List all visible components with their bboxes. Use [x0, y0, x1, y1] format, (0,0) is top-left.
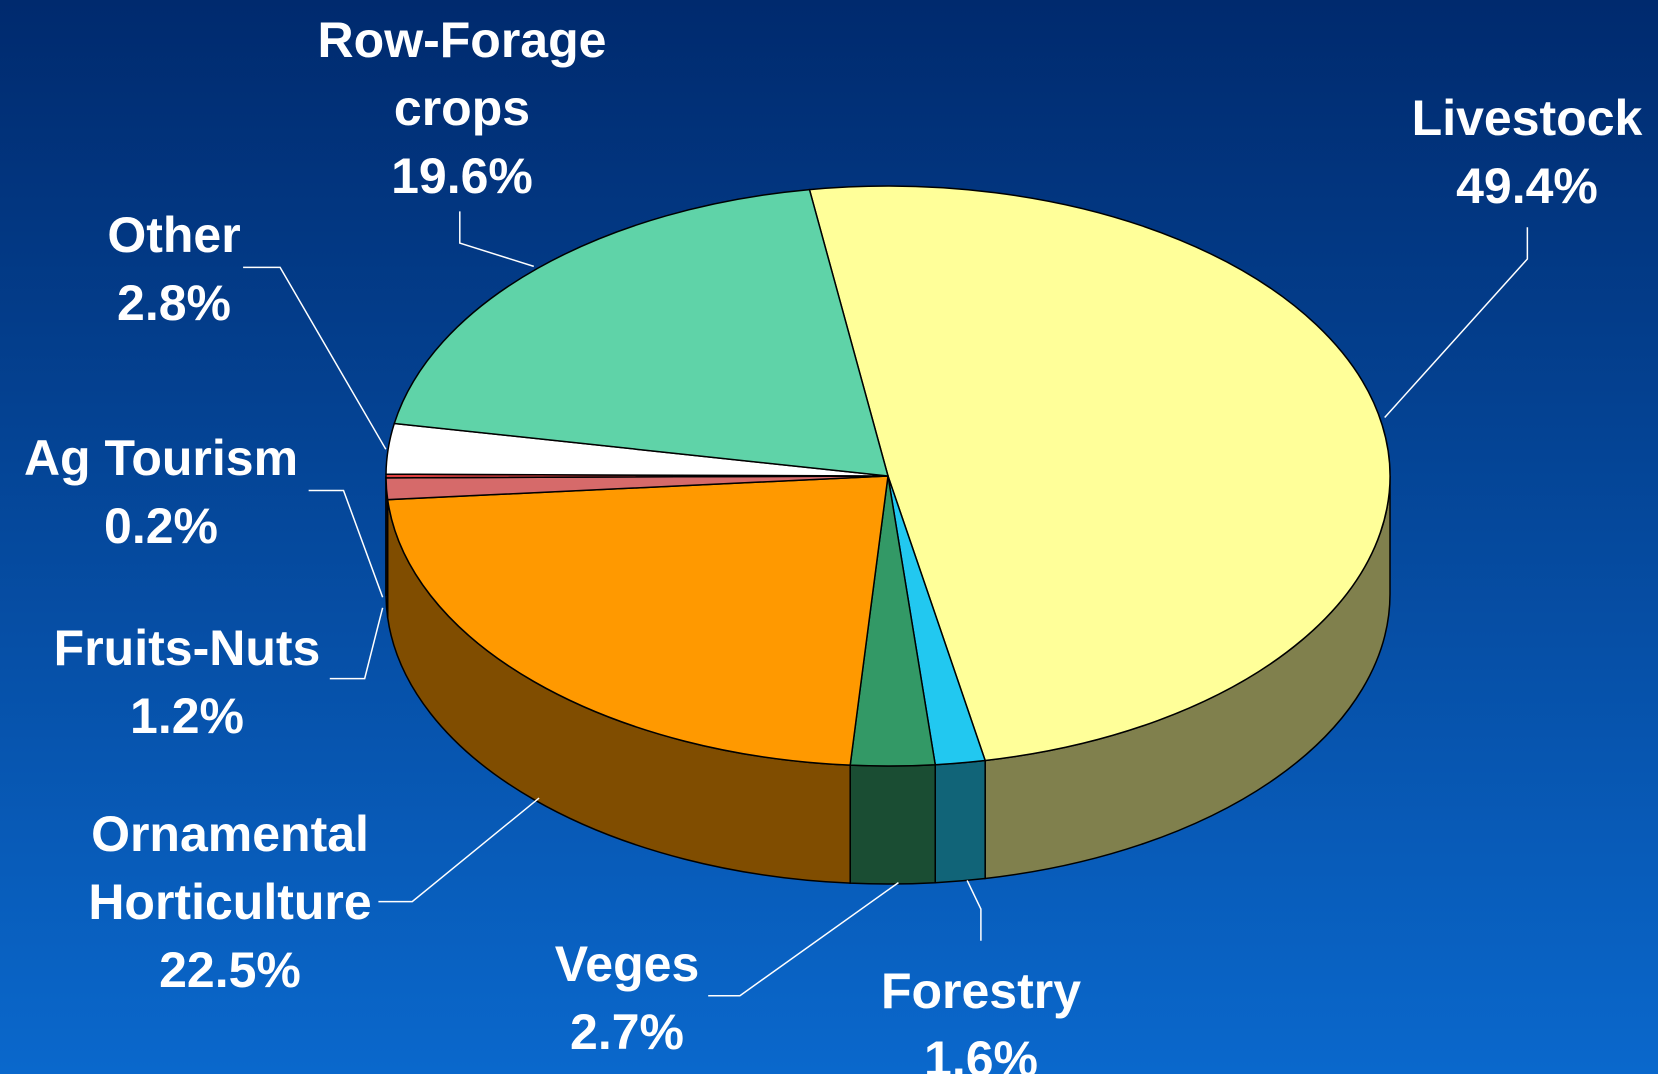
leader-line — [708, 881, 899, 997]
slice-side — [934, 759, 986, 884]
slice-label: Fruits-Nuts 1.2% — [0, 614, 377, 750]
percent-label: 19.6% — [391, 148, 533, 204]
category-name: Other — [107, 207, 241, 263]
slice-label: Other 2.8% — [24, 201, 324, 337]
percent-label: 22.5% — [159, 942, 301, 998]
percent-label: 2.7% — [570, 1004, 684, 1060]
percent-label: 2.8% — [117, 275, 231, 331]
leader-line — [329, 607, 384, 680]
percent-label: 1.6% — [924, 1031, 1038, 1074]
leader-line — [1384, 227, 1529, 419]
leader-line — [966, 880, 982, 941]
category-name: Veges — [554, 936, 700, 992]
slice-label: Row-Forage crops 19.6% — [297, 6, 627, 210]
slice-label: Ag Tourism 0.2% — [0, 424, 351, 560]
slice-label: Ornamental Horticulture 22.5% — [40, 800, 420, 1004]
category-name: Ornamental Horticulture — [88, 806, 372, 930]
percent-label: 0.2% — [104, 498, 218, 554]
percent-label: 49.4% — [1456, 158, 1598, 214]
leader-line — [243, 266, 387, 450]
percent-label: 1.2% — [130, 688, 244, 744]
category-name: Ag Tourism — [23, 430, 299, 486]
slice-side — [849, 763, 936, 885]
category-name: Fruits-Nuts — [53, 620, 321, 676]
pie-slice — [393, 188, 890, 477]
slice-label: Veges 2.7% — [477, 930, 777, 1066]
pie-slice — [386, 475, 889, 766]
category-name: Forestry — [880, 963, 1082, 1019]
pie-slice — [808, 185, 1391, 762]
leader-line — [378, 797, 540, 903]
category-name: Livestock — [1411, 90, 1643, 146]
leader-line — [308, 489, 384, 598]
category-name: Row-Forage crops — [317, 12, 607, 136]
slice-label: Livestock 49.4% — [1337, 84, 1658, 220]
slice-label: Forestry 1.6% — [791, 957, 1171, 1074]
leader-line — [459, 211, 535, 268]
